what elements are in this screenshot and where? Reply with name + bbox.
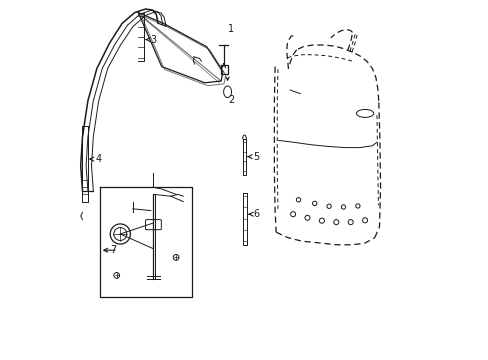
Text: 4: 4 [95, 154, 101, 164]
Text: 7: 7 [110, 245, 117, 255]
Text: 3: 3 [150, 35, 156, 45]
Text: 6: 6 [253, 209, 259, 219]
Text: 2: 2 [227, 95, 234, 105]
Text: 5: 5 [253, 152, 259, 162]
Text: 1: 1 [227, 24, 234, 34]
